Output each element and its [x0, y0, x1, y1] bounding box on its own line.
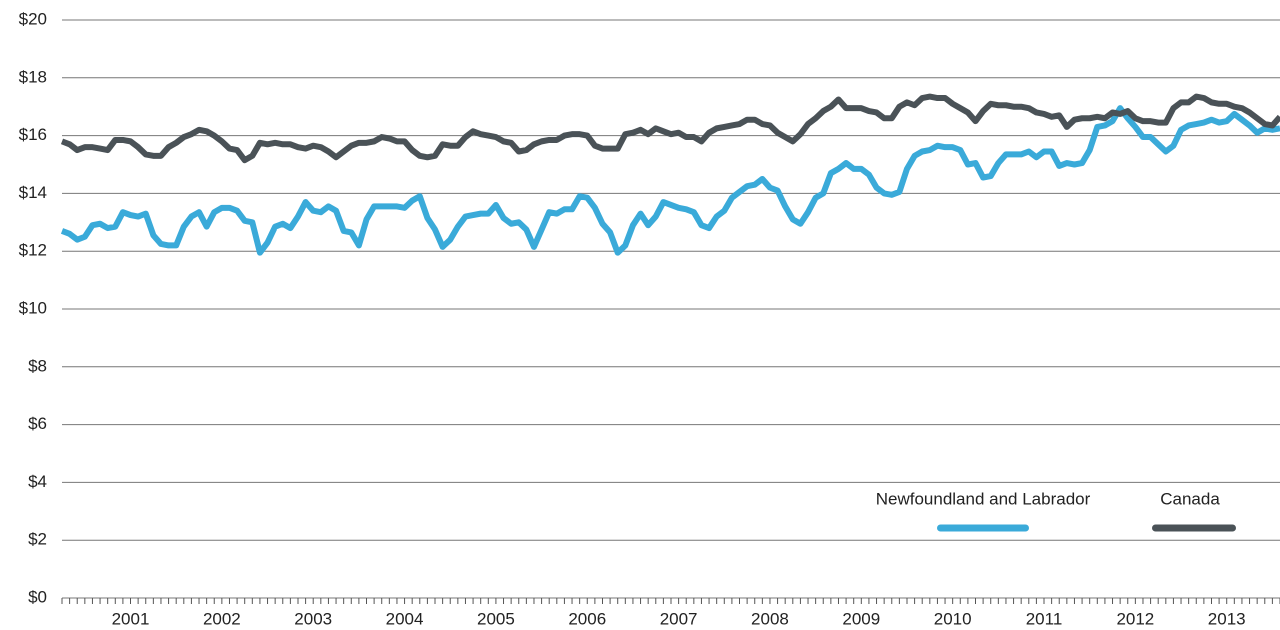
x-tick-label: 2005 — [477, 609, 515, 628]
y-tick-label: $20 — [19, 9, 47, 28]
x-tick-label: 2008 — [751, 609, 789, 628]
x-tick-label: 2004 — [386, 609, 424, 628]
y-tick-label: $2 — [28, 530, 47, 549]
y-tick-label: $6 — [28, 414, 47, 433]
x-tick-label: 2006 — [568, 609, 606, 628]
x-tick-label: 2012 — [1116, 609, 1154, 628]
y-tick-label: $18 — [19, 67, 47, 86]
legend-label: Canada — [1160, 489, 1220, 508]
y-tick-label: $4 — [28, 472, 47, 491]
x-tick-label: 2011 — [1026, 609, 1063, 628]
y-tick-label: $16 — [19, 125, 47, 144]
y-tick-label: $0 — [28, 587, 47, 606]
y-tick-label: $14 — [19, 183, 47, 202]
x-tick-label: 2001 — [112, 609, 150, 628]
legend-label: Newfoundland and Labrador — [876, 489, 1091, 508]
x-tick-label: 2009 — [842, 609, 880, 628]
x-tick-label: 2013 — [1208, 609, 1246, 628]
x-tick-label: 2003 — [294, 609, 332, 628]
x-tick-label: 2007 — [660, 609, 698, 628]
y-tick-label: $8 — [28, 356, 47, 375]
series-line — [60, 93, 1280, 164]
y-tick-label: $10 — [19, 298, 47, 317]
y-tick-label: $12 — [19, 241, 47, 260]
series-line — [60, 105, 1280, 256]
x-tick-label: 2002 — [203, 609, 241, 628]
x-tick-label: 2010 — [934, 609, 972, 628]
